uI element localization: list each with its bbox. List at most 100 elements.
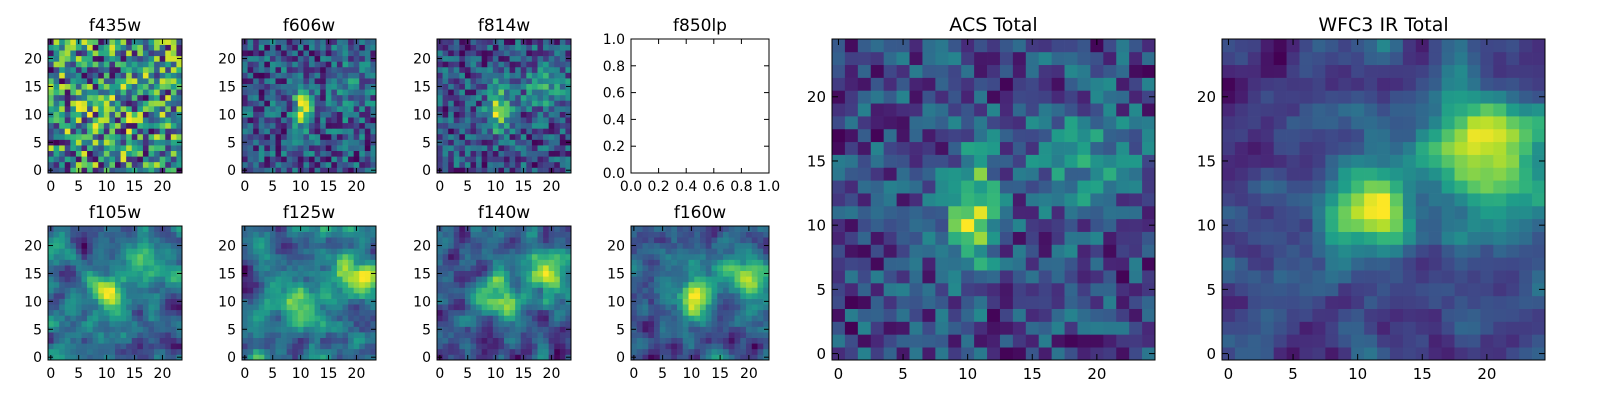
heatmap-cell xyxy=(314,281,321,288)
heatmap-cell xyxy=(269,128,276,135)
heatmap-cell xyxy=(115,293,121,299)
heatmap-cell xyxy=(537,337,544,344)
heatmap-cell xyxy=(137,94,144,101)
heatmap-cell xyxy=(476,44,483,51)
heatmap-cell xyxy=(142,161,149,168)
heatmap-cell xyxy=(515,106,522,112)
heatmap-cell xyxy=(515,354,522,361)
heatmap-cell xyxy=(526,298,533,305)
heatmap-cell xyxy=(1116,205,1130,220)
heatmap-cell xyxy=(548,298,555,305)
heatmap-cell xyxy=(142,111,149,118)
heatmap-cell xyxy=(717,231,724,238)
x-tick-label: 0 xyxy=(240,179,249,195)
heatmap-cell xyxy=(297,304,304,311)
heatmap-cell xyxy=(364,89,371,96)
heatmap-cell xyxy=(286,145,293,152)
heatmap-cell xyxy=(464,237,471,244)
heatmap-cell xyxy=(476,55,483,62)
heatmap-cell xyxy=(137,242,144,249)
heatmap-cell xyxy=(543,309,550,316)
heatmap-cell xyxy=(309,354,315,361)
heatmap-cell xyxy=(120,281,127,288)
heatmap-cell xyxy=(935,64,949,78)
heatmap-cell xyxy=(1077,90,1091,104)
heatmap-cell xyxy=(442,315,449,322)
heatmap-cell xyxy=(115,226,121,232)
heatmap-cell xyxy=(883,154,897,168)
heatmap-cell xyxy=(470,139,477,146)
heatmap-cell xyxy=(247,332,254,339)
heatmap-cell xyxy=(75,281,82,288)
heatmap-cell xyxy=(648,226,655,232)
heatmap-cell xyxy=(253,270,260,277)
heatmap-cell xyxy=(1012,154,1027,168)
heatmap-cell xyxy=(170,50,177,57)
heatmap-cell xyxy=(137,72,144,79)
heatmap-cell xyxy=(269,332,276,339)
heatmap-cell xyxy=(87,94,94,101)
heatmap-cell xyxy=(64,348,71,355)
heatmap-cell xyxy=(75,315,82,322)
heatmap-cell xyxy=(700,326,707,333)
heatmap-cell xyxy=(331,150,338,157)
heatmap-cell xyxy=(303,161,310,168)
heatmap-cell xyxy=(565,315,572,322)
heatmap-cell xyxy=(314,72,321,79)
heatmap-cell xyxy=(131,83,138,90)
heatmap-cell xyxy=(165,348,172,355)
heatmap-cell xyxy=(1142,347,1156,361)
heatmap-cell xyxy=(120,293,127,299)
heatmap-cell xyxy=(464,320,471,327)
heatmap-cell xyxy=(671,287,678,294)
heatmap-cell xyxy=(554,237,561,244)
heatmap-cell xyxy=(247,83,254,90)
heatmap-cell xyxy=(109,354,116,361)
heatmap-cell xyxy=(504,343,510,350)
heatmap-cell xyxy=(470,332,477,339)
heatmap-cell xyxy=(464,133,471,140)
heatmap-cell xyxy=(700,281,707,288)
heatmap-cell xyxy=(342,106,349,112)
heatmap-cell xyxy=(442,100,449,107)
heatmap-cell xyxy=(275,253,282,260)
heatmap-cell xyxy=(109,332,116,339)
heatmap-cell xyxy=(751,354,758,361)
heatmap-cell xyxy=(987,282,1001,297)
heatmap-cell xyxy=(1025,231,1040,245)
heatmap-cell xyxy=(53,253,60,260)
heatmap-cell xyxy=(565,161,572,168)
heatmap-cell xyxy=(1012,64,1027,78)
y-tick-label: 20 xyxy=(218,52,236,68)
heatmap-cell xyxy=(109,253,116,260)
heatmap-cell xyxy=(59,50,66,57)
heatmap-cell xyxy=(688,332,695,339)
heatmap-cell xyxy=(165,44,172,51)
heatmap-cell xyxy=(543,150,550,157)
x-tick-label: 20 xyxy=(740,366,758,382)
heatmap-cell xyxy=(131,298,138,305)
heatmap-cell xyxy=(281,72,288,79)
heatmap-cell xyxy=(154,55,161,62)
heatmap-cell xyxy=(1038,231,1052,245)
heatmap-cell xyxy=(275,133,282,140)
heatmap-cell xyxy=(1077,77,1091,91)
heatmap-cell xyxy=(331,122,338,129)
heatmap-cell xyxy=(154,94,161,101)
heatmap-cell xyxy=(487,111,494,118)
heatmap-cell xyxy=(504,106,510,112)
heatmap-cell xyxy=(303,100,310,107)
heatmap-cell xyxy=(92,237,99,244)
heatmap-cell xyxy=(81,94,88,101)
heatmap-cell xyxy=(659,259,666,266)
heatmap-cell xyxy=(331,39,338,45)
heatmap-cell xyxy=(935,180,949,194)
heatmap-cell xyxy=(1064,167,1078,181)
heatmap-cell xyxy=(1038,270,1052,284)
heatmap-cell xyxy=(98,145,105,152)
heatmap-cell xyxy=(297,309,304,316)
heatmap-cell xyxy=(896,295,910,309)
heatmap-cell xyxy=(176,145,183,152)
heatmap-cell xyxy=(359,39,366,45)
heatmap-cell xyxy=(92,226,99,232)
